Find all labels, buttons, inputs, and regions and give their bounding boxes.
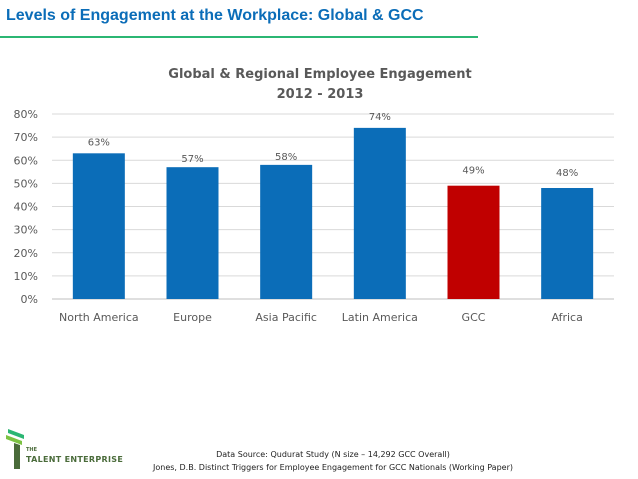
x-tick-label: Latin America [342,311,418,324]
chart-subtitle: 2012 - 2013 [277,87,364,102]
y-tick-label: 50% [14,177,38,190]
y-tick-label: 70% [14,131,38,144]
data-label: 49% [462,166,484,177]
gridlines [52,113,614,300]
data-label: 74% [369,112,391,123]
slide-title: Levels of Engagement at the Workplace: G… [6,7,424,24]
bars [72,127,594,299]
logo-text-name: TALENT ENTERPRISE [26,455,124,464]
x-tick-label: North America [59,311,139,324]
data-label: 57% [181,154,203,165]
data-source-note: Data Source: Qudurat Study (N size – 14,… [216,450,450,459]
y-tick-label: 60% [14,154,38,167]
bar-africa [541,188,594,299]
y-tick-label: 10% [14,270,38,283]
y-tick-label: 20% [14,247,38,260]
x-tick-label: Asia Pacific [255,311,317,324]
bar-latin-america [353,127,406,299]
engagement-bar-chart: Global & Regional Employee Engagement 20… [14,67,614,324]
bar-europe [166,167,219,299]
bar-gcc [447,185,500,299]
chart-title: Global & Regional Employee Engagement [168,67,471,82]
bar-north-america [72,153,125,299]
x-tick-label: GCC [462,311,486,324]
logo-text-the: THE [26,447,38,453]
x-tick-label: Africa [551,311,582,324]
y-tick-label: 30% [14,224,38,237]
data-label: 48% [556,168,578,179]
bar-asia-pacific [260,164,313,299]
labels: 0% 10% 20% 30% 40% 50% 60% 70% 80% 63% North Ameri… [14,108,583,324]
title-divider [0,36,478,38]
y-tick-label: 80% [14,108,38,121]
data-label: 58% [275,152,297,163]
citation-note: Jones, D.B. Distinct Triggers for Employ… [153,463,513,472]
logo-mark-icon [6,429,24,469]
y-tick-label: 0% [21,293,38,306]
data-label: 63% [88,137,110,148]
x-tick-label: Europe [173,311,212,324]
talent-enterprise-logo [6,429,24,469]
y-tick-label: 40% [14,201,38,214]
